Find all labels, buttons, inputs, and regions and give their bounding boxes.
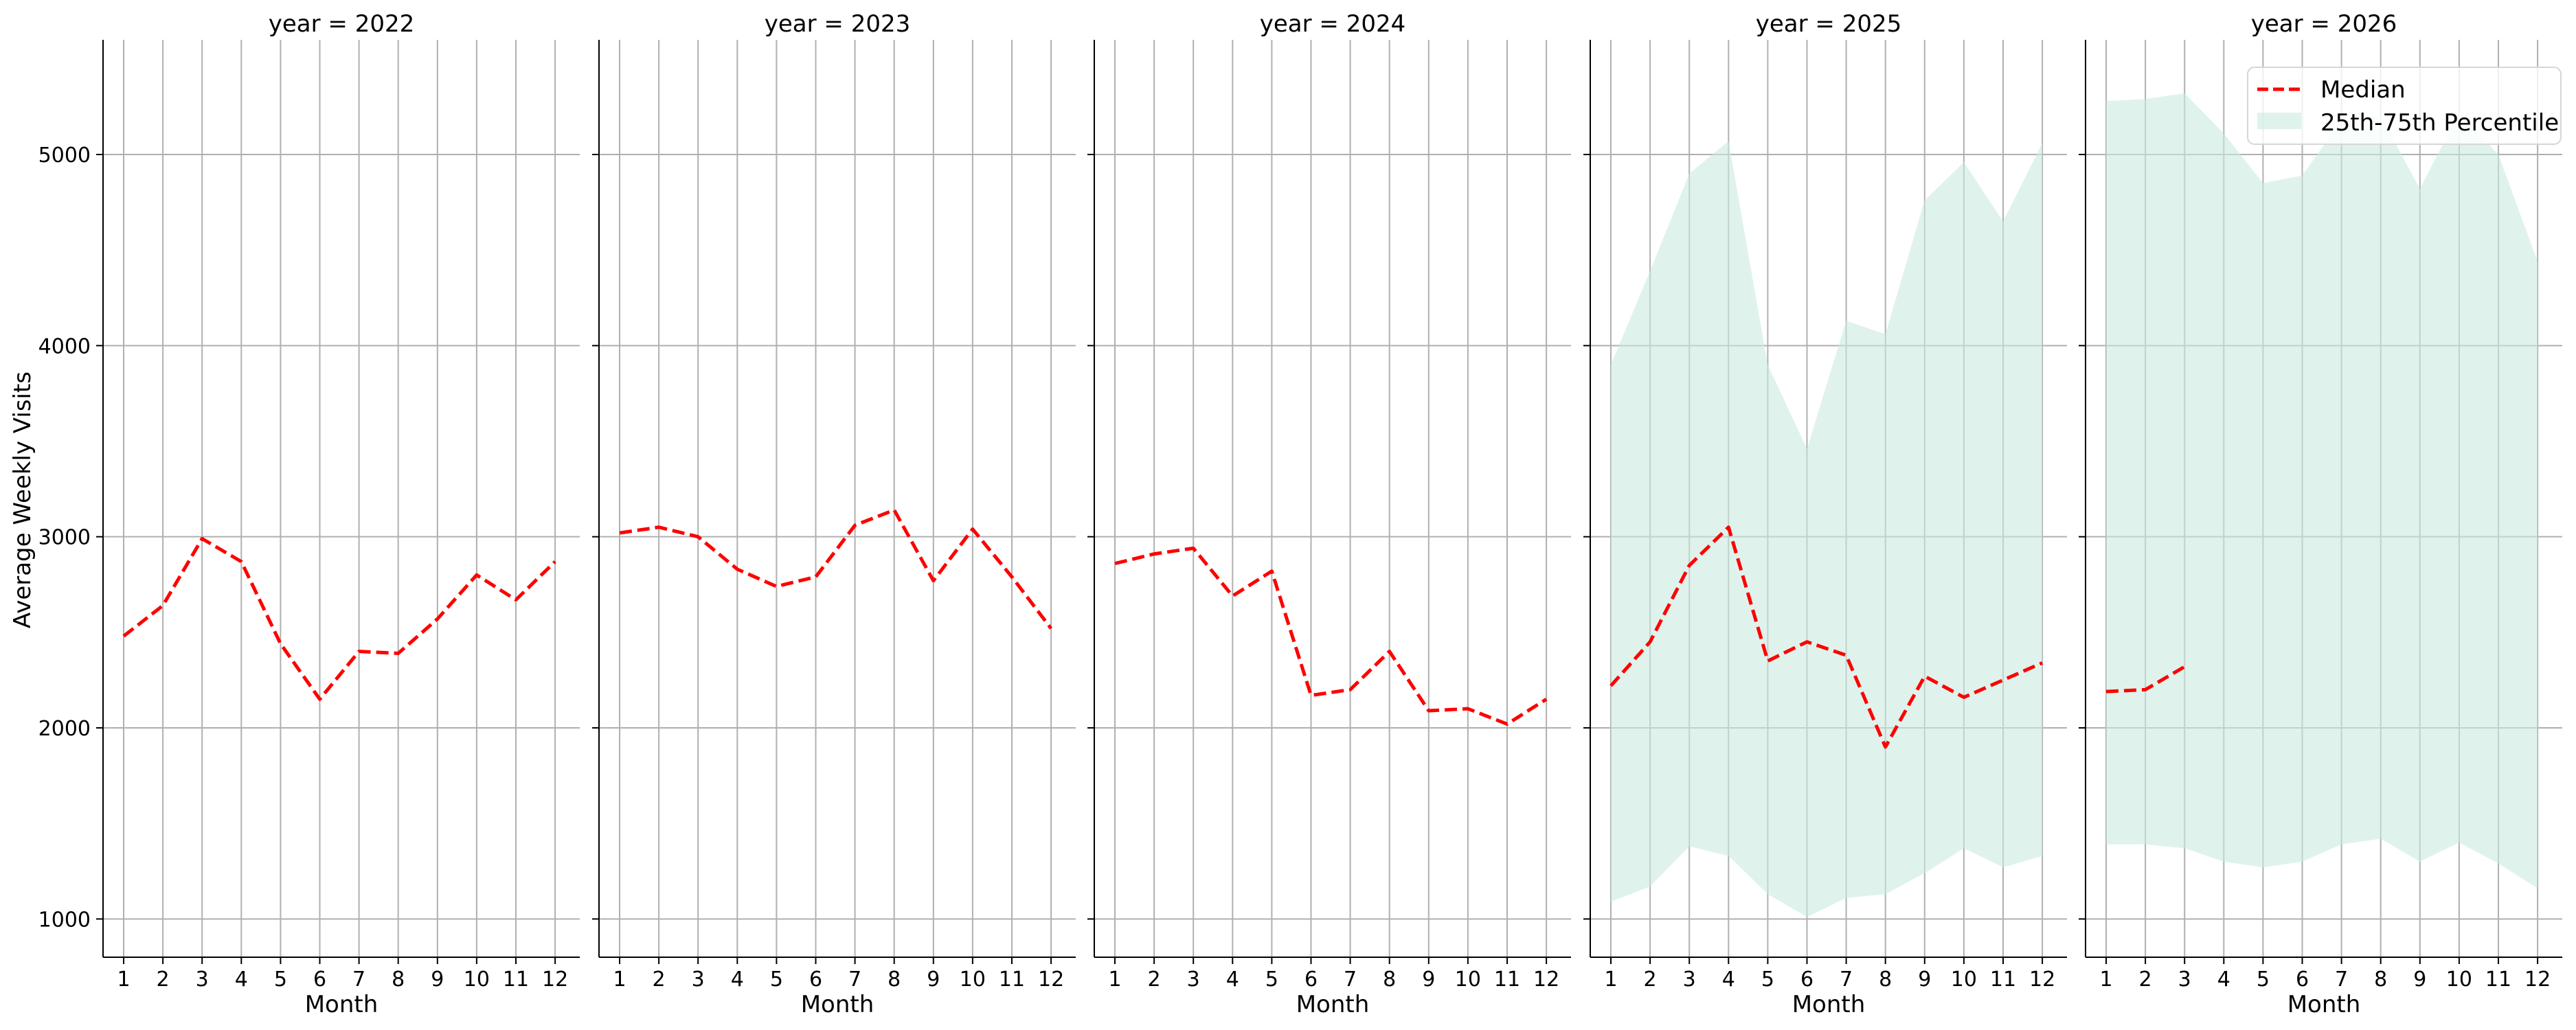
- legend-median-label: Median: [2320, 76, 2406, 104]
- percentile-band: [1611, 141, 2043, 917]
- x-tick-label: 3: [2178, 968, 2191, 992]
- legend-frame: [2247, 67, 2562, 145]
- panels-layer: 1 2 3 4 5 6 7 8 9 10 11 1210002000300040005000year …: [38, 10, 2562, 1018]
- x-tick-label: 10: [1455, 968, 1481, 992]
- legend: Median 25th-75th Percentile: [2247, 67, 2562, 145]
- x-tick-label: 12: [1533, 968, 1559, 992]
- x-axis-label: Month: [2287, 991, 2361, 1018]
- x-tick-label: 1: [2099, 968, 2112, 992]
- x-tick-label: 11: [503, 968, 529, 992]
- x-tick-label: 9: [927, 968, 940, 992]
- x-tick-label: 4: [731, 968, 744, 992]
- x-tick-label: 12: [2029, 968, 2055, 992]
- panel-title: year = 2023: [765, 10, 910, 38]
- x-tick-label: 11: [2485, 968, 2511, 992]
- x-tick-label: 2: [1644, 968, 1657, 992]
- median-line: [619, 508, 1053, 630]
- x-tick-label: 6: [2296, 968, 2309, 992]
- x-tick-label: 1: [117, 968, 130, 992]
- x-tick-label: 4: [235, 968, 248, 992]
- x-tick-label: 7: [1840, 968, 1853, 992]
- x-tick-label: 9: [1422, 968, 1435, 992]
- x-tick-label: 1: [613, 968, 626, 992]
- x-tick-label: 5: [2257, 968, 2270, 992]
- x-tick-label: 4: [1226, 968, 1239, 992]
- x-tick-label: 9: [431, 968, 444, 992]
- x-tick-label: 1: [1604, 968, 1617, 992]
- x-tick-label: 7: [1344, 968, 1357, 992]
- panel-title: year = 2022: [269, 10, 414, 38]
- x-tick-label: 3: [692, 968, 705, 992]
- x-tick-label: 8: [1383, 968, 1396, 992]
- x-tick-label: 12: [1038, 968, 1064, 992]
- x-tick-label: 6: [1304, 968, 1318, 992]
- x-tick-label: 2: [2139, 968, 2152, 992]
- x-tick-label: 10: [2446, 968, 2472, 992]
- median-line: [2105, 665, 2186, 694]
- x-tick-label: 6: [1800, 968, 1814, 992]
- x-tick-label: 5: [1265, 968, 1278, 992]
- y-tick-label: 4000: [38, 334, 91, 358]
- x-tick-label: 10: [1951, 968, 1977, 992]
- panel-0: 1 2 3 4 5 6 7 8 9 10 11 1210002000300040005000year …: [38, 10, 580, 1018]
- x-tick-label: 12: [2524, 968, 2551, 992]
- x-tick-label: 10: [464, 968, 490, 992]
- x-tick-label: 5: [1761, 968, 1774, 992]
- percentile-band: [2106, 93, 2538, 889]
- y-tick-label: 5000: [38, 144, 91, 168]
- y-tick-label: 3000: [38, 526, 91, 550]
- x-axis-label: Month: [1792, 991, 1866, 1018]
- x-axis-label: Month: [1296, 991, 1370, 1018]
- x-tick-label: 5: [274, 968, 287, 992]
- panel-title: year = 2025: [1756, 10, 1901, 38]
- x-tick-label: 4: [2217, 968, 2230, 992]
- legend-band-swatch: [2257, 113, 2301, 129]
- x-tick-label: 9: [1918, 968, 1931, 992]
- median-line: [1114, 546, 1548, 726]
- x-tick-label: 2: [653, 968, 666, 992]
- x-tick-label: 3: [1683, 968, 1696, 992]
- y-tick-label: 2000: [38, 717, 91, 741]
- x-tick-label: 8: [1879, 968, 1892, 992]
- x-tick-label: 5: [770, 968, 783, 992]
- panel-title: year = 2024: [1260, 10, 1405, 38]
- x-tick-label: 3: [1187, 968, 1200, 992]
- y-tick-label: 1000: [38, 908, 91, 932]
- median-line: [122, 536, 556, 701]
- y-axis-label: Average Weekly Visits: [9, 371, 36, 628]
- x-axis-label: Month: [305, 991, 379, 1018]
- x-tick-label: 8: [888, 968, 901, 992]
- x-tick-label: 11: [999, 968, 1025, 992]
- x-tick-label: 10: [960, 968, 986, 992]
- panel-title: year = 2026: [2251, 10, 2397, 38]
- x-tick-label: 2: [157, 968, 170, 992]
- x-tick-label: 1: [1108, 968, 1121, 992]
- x-tick-label: 11: [1494, 968, 1520, 992]
- x-tick-label: 4: [1722, 968, 1735, 992]
- x-tick-label: 8: [2374, 968, 2387, 992]
- x-tick-label: 3: [196, 968, 209, 992]
- legend-band-label: 25th-75th Percentile: [2320, 109, 2559, 137]
- x-tick-label: 2: [1148, 968, 1161, 992]
- x-tick-label: 7: [352, 968, 365, 992]
- x-tick-label: 7: [2335, 968, 2348, 992]
- x-tick-label: 6: [809, 968, 822, 992]
- x-tick-label: 7: [848, 968, 861, 992]
- x-tick-label: 12: [542, 968, 568, 992]
- median-line: [1609, 525, 2044, 749]
- x-tick-label: 11: [1990, 968, 2016, 992]
- x-tick-label: 8: [392, 968, 405, 992]
- x-tick-label: 9: [2413, 968, 2426, 992]
- x-axis-label: Month: [801, 991, 874, 1018]
- x-tick-label: 6: [313, 968, 326, 992]
